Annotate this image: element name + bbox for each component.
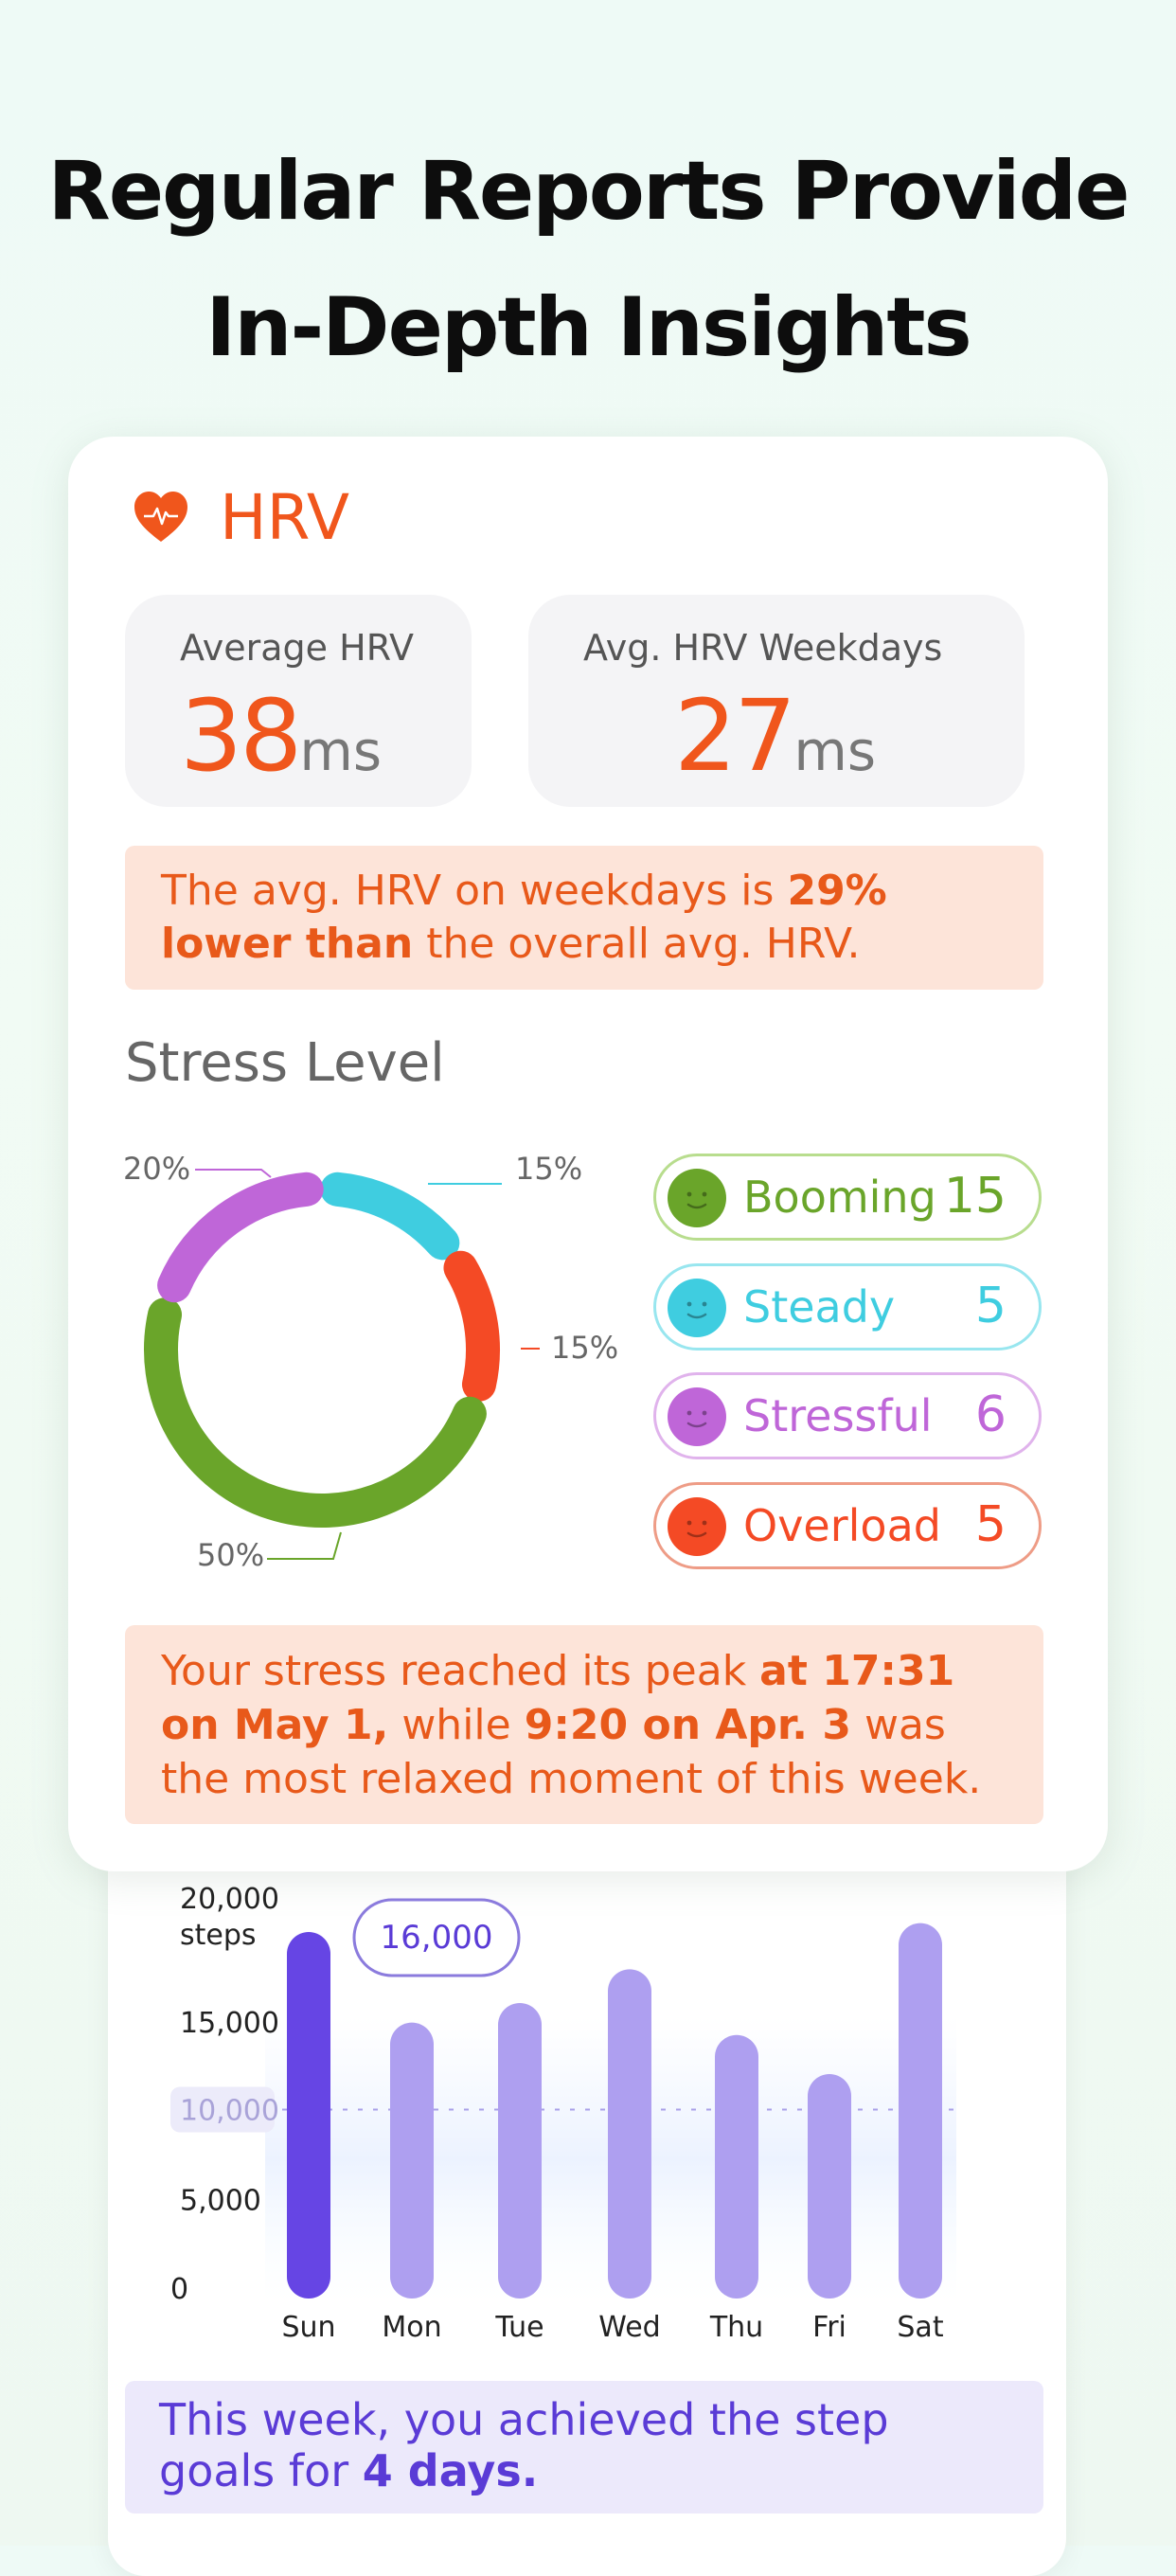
steps-goal-label: 10,000: [180, 2095, 279, 2128]
stress-note-mid: while: [388, 1701, 525, 1749]
steps-x-label: Wed: [598, 2311, 660, 2344]
weekday-hrv-card: Avg. HRV Weekdays 27ms: [528, 595, 1025, 807]
hrv-note-tail: the overall avg. HRV.: [413, 920, 861, 968]
steps-goal-chip: [170, 2086, 275, 2133]
heart-pulse-icon: [134, 491, 187, 542]
stress-label-leader-stressful: [195, 1169, 272, 1178]
stress-legend-name: Booming: [743, 1172, 936, 1223]
steps-x-label: Mon: [382, 2311, 441, 2344]
tense-face-icon: [668, 1387, 726, 1446]
stress-label-stressful: 20%: [123, 1151, 190, 1187]
steps-bar-mon: [390, 2022, 434, 2299]
stress-level-title: Stress Level: [125, 1032, 445, 1094]
steps-callout: [352, 1898, 521, 1977]
smile-face-icon: [668, 1169, 726, 1227]
average-hrv-label: Average HRV: [180, 627, 415, 669]
stress-label-leader-booming: [267, 1531, 342, 1560]
stress-legend-count: 5: [974, 1278, 1007, 1334]
stress-note-relaxed: 9:20 on Apr. 3: [524, 1701, 851, 1749]
steps-x-label: Fri: [812, 2311, 846, 2344]
steps-x-label: Sun: [281, 2311, 335, 2344]
average-hrv-card: Average HRV 38ms: [125, 595, 472, 807]
steps-bar-sat: [899, 1923, 942, 2299]
stress-legend-count: 6: [974, 1386, 1007, 1443]
steps-x-label: Thu: [709, 2311, 763, 2344]
stress-legend-booming: Booming 15: [653, 1154, 1042, 1241]
stress-arc-overload: [443, 1250, 500, 1402]
headline-line-2: In-Depth Insights: [205, 280, 971, 375]
average-hrv-value-group: 38ms: [180, 678, 382, 794]
hrv-insight-note: The avg. HRV on weekdays is 29% lower th…: [125, 846, 1043, 990]
weekday-hrv-value: 27: [674, 678, 796, 794]
average-hrv-unit: ms: [299, 719, 383, 783]
hrv-note-text: The avg. HRV on weekdays is: [161, 867, 788, 915]
stress-arc-stressful: [157, 1172, 324, 1303]
stress-insight-note: Your stress reached its peak at 17:31 on…: [125, 1625, 1043, 1824]
stress-note-peak: at 17:31 on May 1,: [161, 1647, 955, 1749]
page-headline: Regular Reports Provide In-Depth Insight…: [0, 123, 1176, 396]
stress-legend-name: Stressful: [743, 1390, 933, 1441]
stress-donut-chart: 20% 15% 15% 50%: [123, 1151, 618, 1573]
steps-bar-sun: [287, 1932, 330, 2299]
steps-bar-thu: [715, 2034, 758, 2299]
stress-legend-overload: Overload 5: [653, 1482, 1042, 1569]
steps-x-label: Sat: [897, 2311, 943, 2344]
calm-face-icon: [668, 1279, 726, 1337]
steps-y-tick: 0: [170, 2273, 188, 2306]
angry-face-icon: [668, 1497, 726, 1556]
stress-label-booming: 50%: [197, 1537, 264, 1573]
stress-legend-name: Overload: [743, 1500, 941, 1551]
steps-callout-value: 16,000: [381, 1919, 493, 1957]
steps-bar-tue: [498, 2003, 542, 2299]
stress-arc-steady: [320, 1172, 460, 1261]
stress-legend-name: Steady: [743, 1281, 896, 1333]
steps-y-tick: 15,000: [180, 2007, 279, 2040]
stress-legend-count: 5: [974, 1496, 1007, 1553]
steps-insight-note: This week, you achieved the step goals f…: [125, 2381, 1043, 2513]
steps-note-text: This week, you achieved the step goals f…: [159, 2394, 889, 2496]
headline-line-1: Regular Reports Provide: [47, 144, 1131, 239]
stress-arc-booming: [144, 1297, 487, 1528]
stress-legend-count: 15: [943, 1168, 1007, 1225]
steps-y-tick: 5,000: [180, 2184, 261, 2217]
steps-bar-fri: [808, 2074, 851, 2299]
steps-x-label: Tue: [494, 2311, 543, 2344]
stress-note-text: Your stress reached its peak: [161, 1647, 760, 1695]
average-hrv-value: 38: [180, 678, 302, 794]
stress-legend-stressful: Stressful 6: [653, 1372, 1042, 1459]
stress-label-steady: 15%: [515, 1151, 582, 1187]
stress-label-overload: 15%: [551, 1330, 618, 1366]
steps-y-tick-max: 20,000: [180, 1883, 279, 1916]
steps-y-unit: steps: [180, 1919, 257, 1952]
weekday-hrv-unit: ms: [793, 719, 877, 783]
steps-bar-wed: [608, 1969, 651, 2299]
stress-legend-steady: Steady 5: [653, 1263, 1042, 1351]
hrv-note-bold: 29% lower than: [161, 867, 887, 968]
weekday-hrv-label: Avg. HRV Weekdays: [583, 627, 943, 669]
hrv-header: HRV: [133, 481, 349, 554]
weekday-hrv-value-group: 27ms: [674, 678, 876, 794]
stress-note-tail: was the most relaxed moment of this week…: [161, 1701, 982, 1803]
steps-note-bold: 4 days.: [362, 2445, 539, 2496]
hrv-title: HRV: [220, 481, 350, 554]
